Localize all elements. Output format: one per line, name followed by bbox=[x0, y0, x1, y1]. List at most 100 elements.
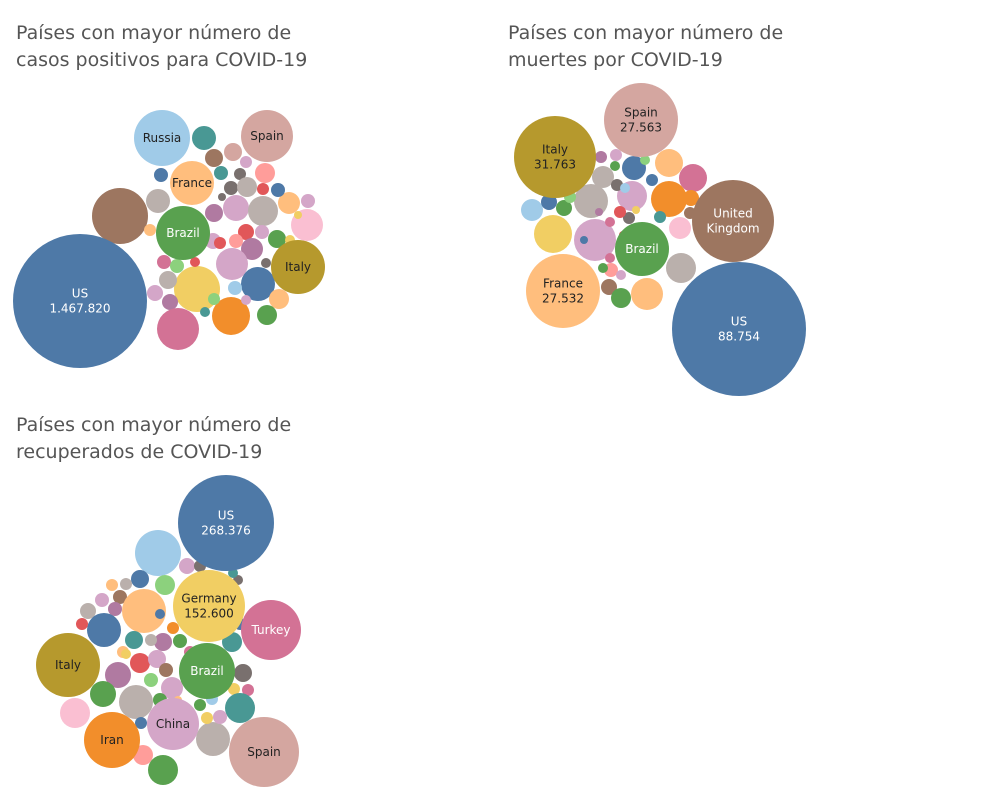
bubble-unlabeled[interactable] bbox=[261, 258, 271, 268]
bubble-unlabeled[interactable] bbox=[155, 609, 165, 619]
bubble-unlabeled[interactable] bbox=[148, 755, 178, 785]
bubble-unlabeled[interactable] bbox=[248, 196, 278, 226]
bubble-unlabeled[interactable] bbox=[640, 155, 650, 165]
bubble-unlabeled[interactable] bbox=[144, 673, 158, 687]
bubble-us[interactable] bbox=[178, 475, 274, 571]
bubble-unlabeled[interactable] bbox=[611, 288, 631, 308]
bubble-brazil[interactable] bbox=[156, 206, 210, 260]
bubble-spain[interactable] bbox=[241, 110, 293, 162]
bubble-unlabeled[interactable] bbox=[655, 149, 683, 177]
bubble-unlabeled[interactable] bbox=[683, 190, 699, 206]
bubble-unlabeled[interactable] bbox=[212, 297, 250, 335]
bubble-unlabeled[interactable] bbox=[105, 662, 131, 688]
bubble-unlabeled[interactable] bbox=[147, 285, 163, 301]
bubble-unlabeled[interactable] bbox=[240, 156, 252, 168]
bubble-unlabeled[interactable] bbox=[556, 200, 572, 216]
bubble-unlabeled[interactable] bbox=[146, 189, 170, 213]
bubble-unlabeled[interactable] bbox=[87, 613, 121, 647]
bubble-unlabeled[interactable] bbox=[595, 208, 603, 216]
bubble-unlabeled[interactable] bbox=[148, 650, 166, 668]
bubble-russia[interactable] bbox=[134, 110, 190, 166]
bubble-unlabeled[interactable] bbox=[605, 253, 615, 263]
bubble-unlabeled[interactable] bbox=[223, 195, 249, 221]
bubble-unlabeled[interactable] bbox=[216, 248, 248, 280]
bubble-unlabeled[interactable] bbox=[301, 194, 315, 208]
bubble-unlabeled[interactable] bbox=[121, 649, 131, 659]
bubble-unlabeled[interactable] bbox=[201, 712, 213, 724]
bubble-brazil[interactable] bbox=[615, 222, 669, 276]
bubble-unlabeled[interactable] bbox=[616, 270, 626, 280]
bubble-unlabeled[interactable] bbox=[157, 308, 199, 350]
bubble-unlabeled[interactable] bbox=[173, 634, 187, 648]
bubble-unlabeled[interactable] bbox=[95, 593, 109, 607]
bubble-unlabeled[interactable] bbox=[120, 578, 132, 590]
bubble-unlabeled[interactable] bbox=[154, 168, 168, 182]
bubble-unlabeled[interactable] bbox=[106, 579, 118, 591]
bubble-unlabeled[interactable] bbox=[80, 603, 96, 619]
bubble-unlabeled[interactable] bbox=[234, 168, 246, 180]
bubble-unlabeled[interactable] bbox=[161, 677, 183, 699]
bubble-italy[interactable] bbox=[36, 633, 100, 697]
bubble-france[interactable] bbox=[170, 161, 214, 205]
bubble-unlabeled[interactable] bbox=[131, 570, 149, 588]
bubble-unlabeled[interactable] bbox=[125, 631, 143, 649]
bubble-unlabeled[interactable] bbox=[646, 174, 658, 186]
bubble-unlabeled[interactable] bbox=[632, 206, 640, 214]
bubble-unlabeled[interactable] bbox=[669, 217, 691, 239]
bubble-unlabeled[interactable] bbox=[194, 699, 206, 711]
bubble-unlabeled[interactable] bbox=[294, 211, 302, 219]
bubble-unlabeled[interactable] bbox=[218, 193, 226, 201]
bubble-unlabeled[interactable] bbox=[257, 183, 269, 195]
bubble-unlabeled[interactable] bbox=[92, 188, 148, 244]
bubble-unlabeled[interactable] bbox=[144, 224, 156, 236]
bubble-unlabeled[interactable] bbox=[159, 271, 177, 289]
bubble-unlabeled[interactable] bbox=[241, 267, 275, 301]
bubble-unlabeled[interactable] bbox=[228, 683, 240, 695]
bubble-unlabeled[interactable] bbox=[651, 181, 687, 217]
bubble-unlabeled[interactable] bbox=[601, 279, 617, 295]
bubble-unlabeled[interactable] bbox=[241, 238, 263, 260]
bubble-unlabeled[interactable] bbox=[122, 589, 166, 633]
bubble-germany[interactable] bbox=[173, 570, 245, 642]
bubble-unlabeled[interactable] bbox=[224, 143, 242, 161]
bubble-unlabeled[interactable] bbox=[214, 166, 228, 180]
bubble-us[interactable] bbox=[13, 234, 147, 368]
bubble-unlabeled[interactable] bbox=[90, 681, 116, 707]
bubble-unlabeled[interactable] bbox=[190, 257, 200, 267]
bubble-unlabeled[interactable] bbox=[234, 664, 252, 682]
bubble-unlabeled[interactable] bbox=[598, 263, 608, 273]
bubble-unlabeled[interactable] bbox=[200, 307, 210, 317]
bubble-unlabeled[interactable] bbox=[155, 575, 175, 595]
bubble-unlabeled[interactable] bbox=[145, 634, 157, 646]
bubble-italy[interactable] bbox=[514, 116, 596, 198]
bubble-unlabeled[interactable] bbox=[257, 305, 277, 325]
bubble-unlabeled[interactable] bbox=[623, 212, 635, 224]
bubble-unlabeled[interactable] bbox=[521, 199, 543, 221]
bubble-unlabeled[interactable] bbox=[213, 710, 227, 724]
bubble-unlabeled[interactable] bbox=[241, 295, 251, 305]
bubble-unlabeled[interactable] bbox=[208, 293, 220, 305]
bubble-unlabeled[interactable] bbox=[268, 230, 286, 248]
bubble-unlabeled[interactable] bbox=[255, 225, 269, 239]
bubble-unlabeled[interactable] bbox=[113, 590, 127, 604]
bubble-unlabeled[interactable] bbox=[654, 211, 666, 223]
bubble-united-kingdom[interactable] bbox=[692, 180, 774, 262]
bubble-us[interactable] bbox=[672, 262, 806, 396]
bubble-unlabeled[interactable] bbox=[162, 294, 178, 310]
bubble-unlabeled[interactable] bbox=[574, 219, 616, 261]
bubble-unlabeled[interactable] bbox=[154, 633, 172, 651]
bubble-unlabeled[interactable] bbox=[610, 161, 620, 171]
bubble-unlabeled[interactable] bbox=[174, 266, 220, 312]
bubble-unlabeled[interactable] bbox=[157, 255, 171, 269]
bubble-spain[interactable] bbox=[604, 83, 678, 157]
bubble-unlabeled[interactable] bbox=[205, 204, 223, 222]
bubble-france[interactable] bbox=[526, 254, 600, 328]
bubble-china[interactable] bbox=[147, 698, 199, 750]
bubble-unlabeled[interactable] bbox=[159, 663, 173, 677]
bubble-unlabeled[interactable] bbox=[225, 693, 255, 723]
bubble-turkey[interactable] bbox=[241, 600, 301, 660]
bubble-unlabeled[interactable] bbox=[534, 215, 572, 253]
bubble-unlabeled[interactable] bbox=[278, 192, 300, 214]
bubble-unlabeled[interactable] bbox=[135, 717, 147, 729]
bubble-unlabeled[interactable] bbox=[170, 259, 184, 273]
